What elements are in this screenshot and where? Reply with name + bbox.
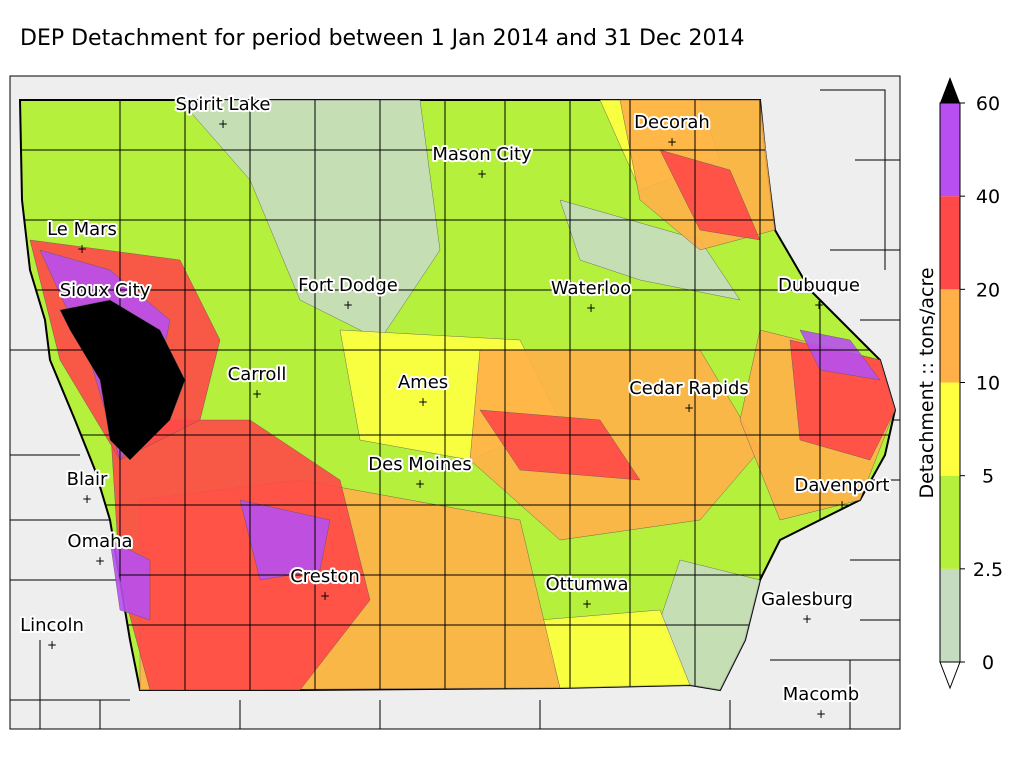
map-title: DEP Detachment for period between 1 Jan … xyxy=(20,26,745,51)
neighbor-boundaries xyxy=(10,89,900,729)
colorbar-tick-label: 60 xyxy=(976,93,1000,115)
city-label: Creston xyxy=(290,566,360,587)
colorbar-bin xyxy=(940,568,960,662)
city-label: Blair xyxy=(67,469,108,490)
city-marker: + xyxy=(814,298,824,312)
city-label: Cedar Rapids xyxy=(629,378,749,399)
colorbar-tick-label: 20 xyxy=(976,279,1000,301)
region-patch xyxy=(479,409,641,481)
city-marker: + xyxy=(477,167,487,181)
colorbar-tick-label: 10 xyxy=(976,373,1000,395)
city-marker: + xyxy=(82,492,92,506)
city-marker: + xyxy=(343,298,353,312)
region-patch xyxy=(239,499,331,581)
city-label: Le Mars xyxy=(47,219,117,240)
city-marker: + xyxy=(77,242,87,256)
city-marker: + xyxy=(100,303,110,317)
colorbar-tick-label: 40 xyxy=(976,186,1000,208)
colorbar-bin xyxy=(940,475,960,569)
city-marker: + xyxy=(684,401,694,415)
colorbar-bin xyxy=(940,382,960,476)
city-label: Lincoln xyxy=(20,615,84,636)
city-marker: + xyxy=(47,638,57,652)
city-marker: + xyxy=(415,477,425,491)
city-label: Decorah xyxy=(634,112,710,133)
colorbar-label: Detachment :: tons/acre xyxy=(916,267,938,498)
city-marker: + xyxy=(252,387,262,401)
city-marker: + xyxy=(582,597,592,611)
city-label: Carroll xyxy=(228,364,287,385)
city-label: Ottumwa xyxy=(546,574,629,595)
colorbar-tick-label: 0 xyxy=(982,652,994,674)
city-label: Ames xyxy=(398,372,448,393)
colorbar-tick-label: 5 xyxy=(982,466,994,488)
city-label: Waterloo xyxy=(551,278,631,299)
city-label: Des Moines xyxy=(368,454,471,475)
city-label: Fort Dodge xyxy=(298,275,398,296)
city-marker: + xyxy=(667,135,677,149)
colorbar-over xyxy=(940,77,960,103)
colorbar-tick-label: 2.5 xyxy=(973,559,1003,581)
colorbar-under xyxy=(939,661,961,690)
city-label: Sioux City xyxy=(60,280,151,301)
city-marker: + xyxy=(95,554,105,568)
city-marker: + xyxy=(586,301,596,315)
colorbar-bin xyxy=(940,196,960,290)
colorbar-bin xyxy=(940,103,960,197)
city-label: Davenport xyxy=(795,475,890,496)
colorbar-bin xyxy=(940,289,960,383)
city-label: Spirit Lake xyxy=(176,94,271,115)
city-label: Macomb xyxy=(783,684,859,705)
high-detachment-area xyxy=(59,299,186,461)
city-marker: + xyxy=(218,117,228,131)
city-label: Mason City xyxy=(432,144,532,165)
city-marker: + xyxy=(816,707,826,721)
city-labels: Spirit Lake + Mason City + Decorah + Le Mars + S… xyxy=(18,92,891,721)
city-marker: + xyxy=(418,395,428,409)
city-marker: + xyxy=(802,612,812,626)
city-label: Galesburg xyxy=(761,589,853,610)
city-label: Dubuque xyxy=(778,275,860,296)
city-label: Omaha xyxy=(67,531,132,552)
city-marker: + xyxy=(837,498,847,512)
city-marker: + xyxy=(320,589,330,603)
